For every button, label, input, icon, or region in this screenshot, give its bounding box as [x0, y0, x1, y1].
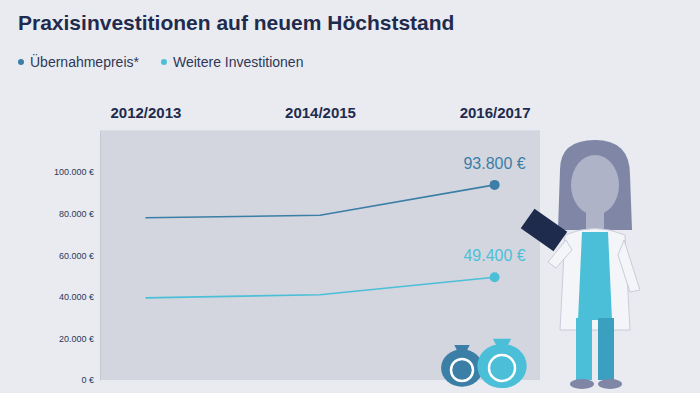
y-tick-label: 60.000 €	[59, 251, 94, 261]
illustration	[441, 140, 640, 389]
title: Praxisinvestitionen auf neuem Höchststan…	[18, 11, 454, 34]
y-tick-label: 100.000 €	[54, 167, 94, 177]
legend: Übernahmepreis* Weitere Investitionen	[18, 53, 303, 70]
series-line	[145, 277, 494, 298]
background	[0, 0, 700, 393]
legend-marker	[18, 59, 24, 65]
plot-area	[100, 130, 540, 380]
y-tick-label: 20.000 €	[59, 334, 94, 344]
legend-label: Weitere Investitionen	[173, 54, 303, 70]
y-tick: 80.000 €	[59, 209, 100, 219]
y-tick: 60.000 €	[59, 251, 100, 261]
y-tick: 0 €	[81, 375, 100, 385]
x-tick-label: 2012/2013	[110, 104, 181, 121]
series-group	[145, 180, 499, 298]
x-axis: 2012/2013 2014/2015 2016/2017	[110, 104, 530, 121]
y-axis-line	[100, 131, 101, 381]
end-marker	[490, 272, 500, 282]
y-tick: 20.000 €	[59, 334, 100, 344]
y-tick-label: 40.000 €	[59, 292, 94, 302]
y-axis: 0 € 20.000 € 40.000 € 60.000 € 80.000 € 100.0…	[54, 131, 101, 385]
legend-marker	[161, 59, 167, 65]
y-tick: 40.000 €	[59, 292, 100, 302]
x-tick: 2016/2017	[460, 104, 531, 121]
data-labels: 93.800 € 49.400 €	[463, 155, 525, 264]
doctor	[521, 140, 640, 389]
money-bag	[441, 345, 483, 387]
money-bag	[477, 339, 526, 388]
x-tick: 2012/2013	[110, 104, 181, 121]
x-tick-label: 2014/2015	[285, 104, 356, 121]
legend-label: Übernahmepreis*	[30, 53, 139, 70]
x-tick: 2014/2015	[285, 104, 356, 121]
series-line	[145, 185, 494, 218]
x-tick-label: 2016/2017	[460, 104, 531, 121]
chart: Praxisinvestitionen auf neuem Höchststan…	[0, 0, 700, 393]
data-label: 93.800 €	[463, 155, 525, 172]
y-tick-label: 0 €	[81, 375, 94, 385]
y-tick-label: 80.000 €	[59, 209, 94, 219]
data-label: 49.400 €	[463, 247, 525, 264]
end-marker	[490, 180, 500, 190]
y-tick: 100.000 €	[54, 167, 100, 177]
